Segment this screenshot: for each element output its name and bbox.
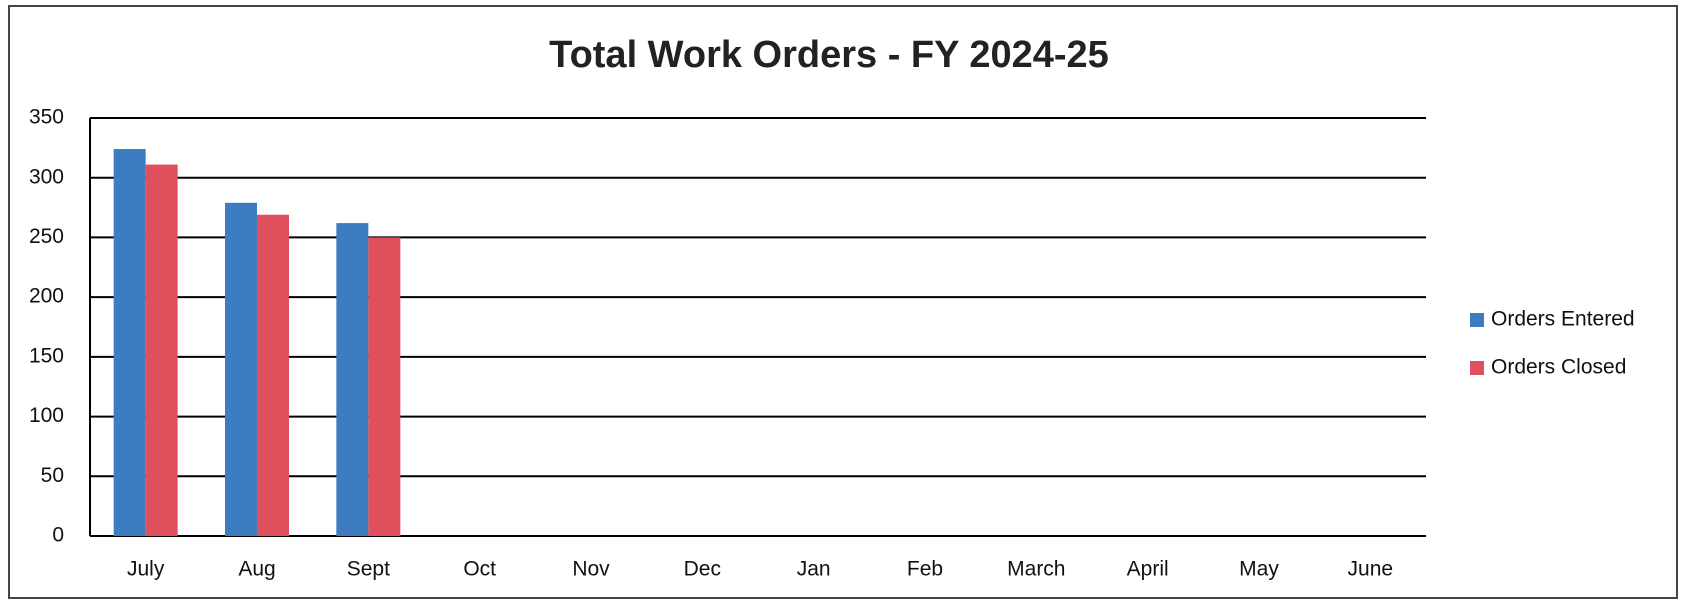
legend-swatch	[1470, 313, 1484, 327]
chart-title: Total Work Orders - FY 2024-25	[549, 34, 1109, 76]
y-tick-label: 0	[52, 524, 64, 547]
legend-label: Orders Closed	[1491, 356, 1626, 379]
x-tick-label: Oct	[463, 558, 496, 581]
legend-swatch	[1470, 361, 1484, 375]
x-tick-label: Dec	[684, 558, 721, 581]
x-tick-label: June	[1348, 558, 1394, 581]
x-tick-label: April	[1127, 558, 1169, 581]
y-tick-label: 150	[29, 344, 64, 367]
y-tick-label: 50	[41, 464, 64, 487]
x-tick-label: July	[127, 558, 165, 581]
x-tick-label: Nov	[572, 558, 610, 581]
bar	[336, 223, 369, 536]
y-tick-label: 200	[29, 285, 64, 308]
bar	[257, 214, 289, 537]
y-tick-label: 250	[29, 225, 64, 248]
bar	[113, 149, 146, 536]
x-tick-label: Sept	[347, 558, 390, 581]
bar	[145, 164, 178, 536]
x-tick-label: Aug	[238, 558, 275, 581]
y-tick-label: 300	[29, 165, 64, 188]
y-tick-label: 350	[29, 106, 64, 129]
x-tick-label: May	[1239, 558, 1279, 581]
y-tick-label: 100	[29, 404, 64, 427]
x-tick-label: March	[1007, 558, 1065, 581]
bar	[368, 237, 401, 536]
legend-label: Orders Entered	[1491, 308, 1635, 331]
x-tick-label: Jan	[797, 558, 831, 581]
chart-border	[8, 5, 1678, 599]
x-tick-label: Feb	[907, 558, 943, 581]
bar	[225, 202, 257, 536]
